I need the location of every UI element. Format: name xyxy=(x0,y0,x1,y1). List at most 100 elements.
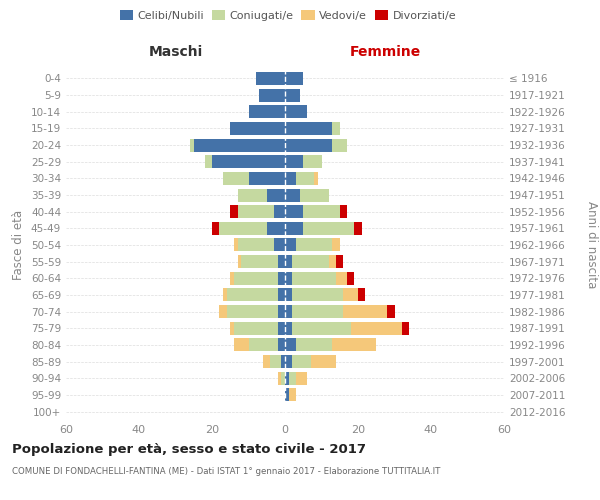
Bar xyxy=(212,222,220,235)
Bar xyxy=(336,272,347,285)
Bar xyxy=(205,155,212,168)
Bar xyxy=(267,188,285,202)
Bar xyxy=(238,205,274,218)
Bar xyxy=(227,305,278,318)
Bar xyxy=(303,155,322,168)
Bar xyxy=(278,255,285,268)
Bar xyxy=(311,355,336,368)
Bar xyxy=(285,172,296,185)
Bar xyxy=(190,138,194,151)
Bar xyxy=(292,305,343,318)
Bar xyxy=(285,272,292,285)
Bar xyxy=(259,88,285,102)
Bar xyxy=(296,338,332,351)
Bar xyxy=(230,122,285,135)
Bar xyxy=(278,338,285,351)
Bar xyxy=(343,305,387,318)
Bar xyxy=(358,288,365,302)
Bar xyxy=(285,205,303,218)
Text: Popolazione per età, sesso e stato civile - 2017: Popolazione per età, sesso e stato civil… xyxy=(12,442,366,456)
Bar xyxy=(227,288,278,302)
Bar xyxy=(332,122,340,135)
Bar xyxy=(238,255,241,268)
Bar xyxy=(220,305,227,318)
Bar xyxy=(194,138,285,151)
Bar xyxy=(285,105,307,118)
Bar xyxy=(285,238,296,252)
Bar xyxy=(332,138,347,151)
Bar xyxy=(292,322,351,335)
Bar xyxy=(271,355,281,368)
Bar xyxy=(234,272,278,285)
Bar xyxy=(223,288,227,302)
Bar xyxy=(285,222,303,235)
Bar xyxy=(303,222,355,235)
Bar xyxy=(234,238,238,252)
Text: Maschi: Maschi xyxy=(148,46,203,60)
Bar xyxy=(292,255,329,268)
Bar xyxy=(285,122,332,135)
Y-axis label: Anni di nascita: Anni di nascita xyxy=(585,202,598,288)
Bar xyxy=(285,388,289,402)
Bar xyxy=(285,188,299,202)
Bar xyxy=(278,272,285,285)
Bar xyxy=(285,305,292,318)
Bar xyxy=(220,222,267,235)
Bar xyxy=(329,255,336,268)
Bar xyxy=(340,205,347,218)
Bar xyxy=(274,205,285,218)
Bar xyxy=(292,272,336,285)
Bar xyxy=(285,138,332,151)
Bar xyxy=(267,222,285,235)
Bar xyxy=(299,188,329,202)
Bar xyxy=(278,322,285,335)
Bar xyxy=(248,172,285,185)
Bar xyxy=(230,205,238,218)
Bar xyxy=(303,205,340,218)
Y-axis label: Fasce di età: Fasce di età xyxy=(13,210,25,280)
Bar xyxy=(278,288,285,302)
Bar xyxy=(332,238,340,252)
Bar xyxy=(296,172,314,185)
Bar xyxy=(241,255,278,268)
Bar xyxy=(296,238,332,252)
Bar xyxy=(285,322,292,335)
Bar xyxy=(285,372,289,385)
Bar xyxy=(285,255,292,268)
Bar xyxy=(230,272,234,285)
Bar xyxy=(355,222,362,235)
Bar xyxy=(238,188,267,202)
Bar xyxy=(285,88,299,102)
Bar xyxy=(347,272,355,285)
Bar xyxy=(238,238,274,252)
Bar xyxy=(230,322,234,335)
Bar xyxy=(281,372,285,385)
Bar xyxy=(223,172,248,185)
Bar xyxy=(292,288,343,302)
Bar xyxy=(263,355,271,368)
Bar xyxy=(296,372,307,385)
Bar xyxy=(285,338,296,351)
Bar xyxy=(402,322,409,335)
Bar xyxy=(248,338,278,351)
Bar xyxy=(248,105,285,118)
Bar xyxy=(289,388,296,402)
Bar xyxy=(332,338,376,351)
Bar xyxy=(285,355,292,368)
Bar xyxy=(285,155,303,168)
Legend: Celibi/Nubili, Coniugati/e, Vedovi/e, Divorziati/e: Celibi/Nubili, Coniugati/e, Vedovi/e, Di… xyxy=(115,6,461,25)
Bar xyxy=(289,372,296,385)
Bar xyxy=(278,372,281,385)
Bar xyxy=(278,305,285,318)
Bar xyxy=(387,305,395,318)
Bar xyxy=(343,288,358,302)
Bar xyxy=(234,322,278,335)
Bar xyxy=(274,238,285,252)
Bar xyxy=(292,355,311,368)
Text: Femmine: Femmine xyxy=(350,46,421,60)
Bar xyxy=(285,72,303,85)
Bar xyxy=(256,72,285,85)
Text: COMUNE DI FONDACHELLI-FANTINA (ME) - Dati ISTAT 1° gennaio 2017 - Elaborazione T: COMUNE DI FONDACHELLI-FANTINA (ME) - Dat… xyxy=(12,468,440,476)
Bar xyxy=(314,172,318,185)
Bar xyxy=(336,255,343,268)
